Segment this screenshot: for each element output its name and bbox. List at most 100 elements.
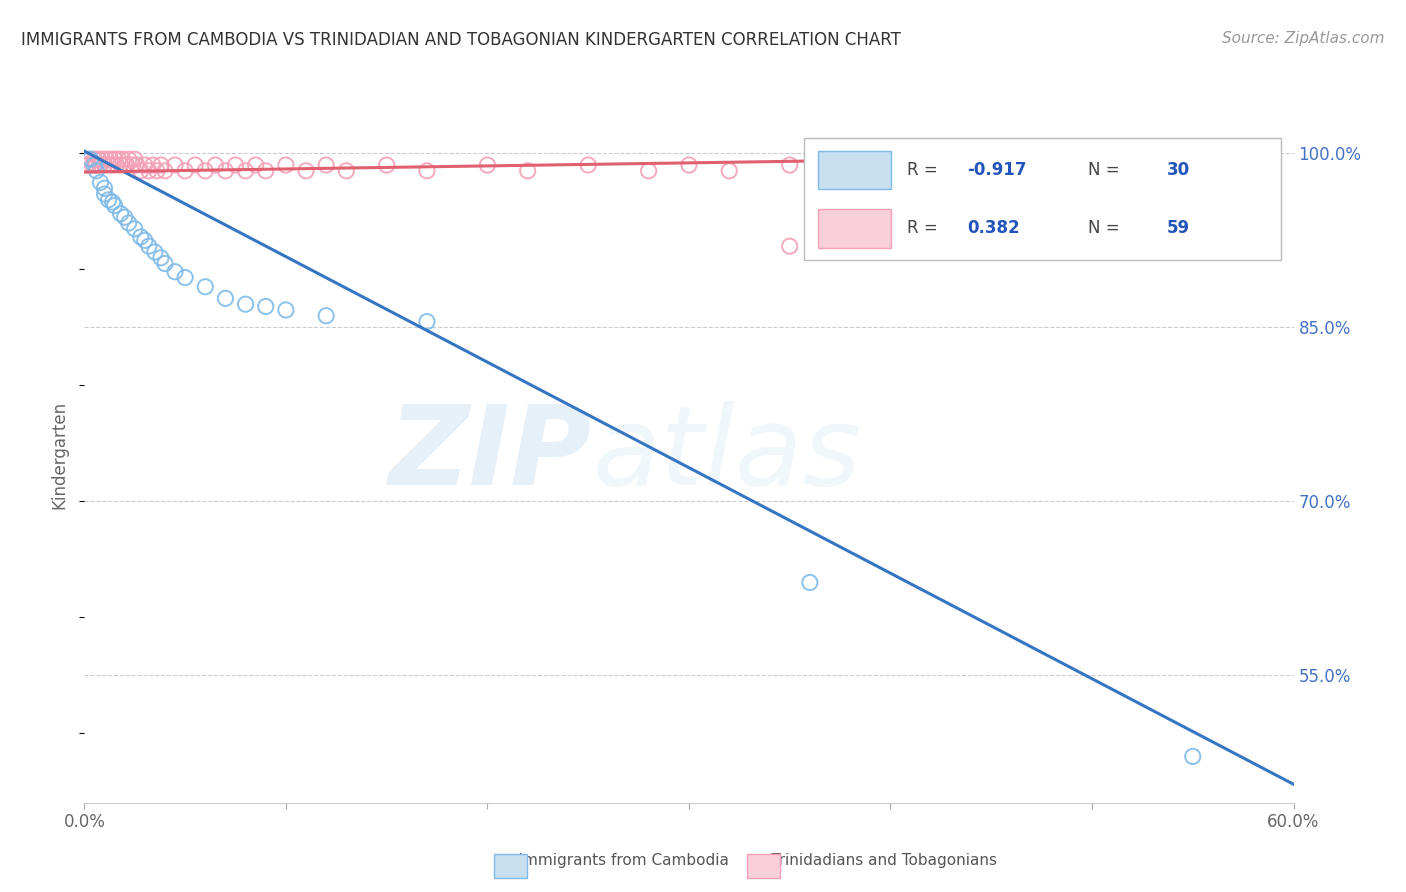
Text: Source: ZipAtlas.com: Source: ZipAtlas.com <box>1222 31 1385 46</box>
Point <box>718 164 741 178</box>
Point <box>576 158 599 172</box>
Point <box>91 152 114 166</box>
Point <box>77 158 100 172</box>
Point <box>82 158 104 172</box>
Point <box>149 251 172 265</box>
Point <box>214 291 236 305</box>
Point <box>194 164 217 178</box>
Text: -0.917: -0.917 <box>967 161 1026 179</box>
Point <box>315 158 337 172</box>
Point <box>96 152 118 166</box>
Text: ZIP: ZIP <box>388 401 592 508</box>
Point <box>124 152 146 166</box>
Text: N =: N = <box>1088 219 1125 237</box>
Point <box>174 270 197 285</box>
Text: IMMIGRANTS FROM CAMBODIA VS TRINIDADIAN AND TOBAGONIAN KINDERGARTEN CORRELATION : IMMIGRANTS FROM CAMBODIA VS TRINIDADIAN … <box>21 31 901 49</box>
Text: 30: 30 <box>1167 161 1189 179</box>
Point <box>118 152 141 166</box>
Point <box>115 158 138 172</box>
Point <box>375 158 398 172</box>
Point <box>274 158 297 172</box>
Point <box>100 152 122 166</box>
Point <box>138 239 160 253</box>
Point <box>93 158 115 172</box>
Point <box>146 164 169 178</box>
Point <box>637 164 659 178</box>
Point <box>920 164 942 178</box>
Point <box>416 164 439 178</box>
Point <box>134 158 156 172</box>
Point <box>86 158 108 172</box>
Point <box>111 152 134 166</box>
Point <box>86 164 108 178</box>
Point <box>225 158 247 172</box>
Point <box>83 158 105 172</box>
Point <box>83 152 105 166</box>
Point <box>114 158 136 172</box>
Point <box>678 158 700 172</box>
Text: 0.382: 0.382 <box>967 219 1019 237</box>
Point <box>79 152 101 166</box>
Point <box>121 158 143 172</box>
Point <box>235 297 257 311</box>
Point <box>89 158 111 172</box>
Point <box>75 158 97 172</box>
Point <box>799 575 821 590</box>
Point <box>138 164 160 178</box>
Point <box>101 158 124 172</box>
Point <box>79 152 101 166</box>
Point <box>134 233 156 247</box>
Point <box>779 239 801 253</box>
Point <box>174 164 197 178</box>
Point <box>101 195 124 210</box>
Point <box>149 158 172 172</box>
Point <box>879 158 901 172</box>
Text: R =: R = <box>907 219 942 237</box>
Point <box>104 199 127 213</box>
Point <box>779 158 801 172</box>
Point <box>295 164 318 178</box>
Point <box>129 164 152 178</box>
Point <box>107 152 129 166</box>
Point <box>335 164 357 178</box>
Point <box>124 222 146 236</box>
Text: R =: R = <box>907 161 942 179</box>
Point <box>143 244 166 259</box>
Point <box>184 158 207 172</box>
Text: Immigrants from Cambodia: Immigrants from Cambodia <box>499 854 728 868</box>
Text: 59: 59 <box>1167 219 1189 237</box>
Point <box>105 158 128 172</box>
Point <box>214 164 236 178</box>
Point <box>516 164 538 178</box>
Point <box>142 158 165 172</box>
FancyBboxPatch shape <box>818 151 891 189</box>
Point <box>129 230 152 244</box>
Point <box>274 303 297 318</box>
Point <box>104 152 127 166</box>
Point <box>165 158 187 172</box>
Point <box>93 187 115 202</box>
Point <box>477 158 499 172</box>
Point <box>245 158 267 172</box>
Point <box>97 193 120 207</box>
Point <box>87 152 110 166</box>
Point <box>93 181 115 195</box>
Point <box>235 164 257 178</box>
Point <box>165 265 187 279</box>
Text: N =: N = <box>1088 161 1125 179</box>
Point <box>97 158 120 172</box>
Point <box>315 309 337 323</box>
Point <box>153 164 176 178</box>
Point <box>110 158 132 172</box>
Point <box>204 158 226 172</box>
Y-axis label: Kindergarten: Kindergarten <box>51 401 69 509</box>
Point <box>118 216 141 230</box>
Text: atlas: atlas <box>592 401 860 508</box>
Point <box>89 175 111 190</box>
FancyBboxPatch shape <box>818 209 891 248</box>
Point <box>110 207 132 221</box>
Point <box>254 164 277 178</box>
FancyBboxPatch shape <box>804 138 1281 260</box>
Point <box>114 211 136 225</box>
Point <box>1181 749 1204 764</box>
